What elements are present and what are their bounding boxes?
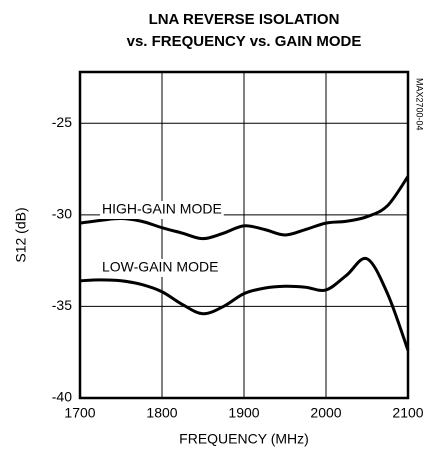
series-label: HIGH-GAIN MODE (102, 201, 222, 217)
x-tick-label: 2000 (310, 405, 341, 421)
y-tick-label: -40 (52, 389, 72, 405)
x-tick-label: 1700 (64, 405, 95, 421)
plot-frame (78, 70, 410, 400)
label-background (100, 201, 224, 219)
y-tick-label: -30 (52, 206, 72, 222)
x-tick-label: 1900 (228, 405, 259, 421)
x-axis-label: FREQUENCY (MHz) (179, 431, 309, 447)
chart-title: LNA REVERSE ISOLATION (149, 11, 340, 28)
chart-title: vs. FREQUENCY vs. GAIN MODE (127, 33, 362, 50)
series-line (79, 175, 410, 241)
series-label: LOW-GAIN MODE (102, 259, 218, 275)
annotation: MAX2700-04 (415, 78, 425, 131)
x-tick-label: 1800 (146, 405, 177, 421)
y-tick-label: -35 (52, 297, 72, 313)
series-line (79, 256, 410, 351)
y-tick-label: -25 (52, 114, 72, 130)
y-axis-label: S12 (dB) (13, 207, 29, 262)
x-tick-label: 2100 (392, 405, 423, 421)
label-background (100, 259, 221, 277)
